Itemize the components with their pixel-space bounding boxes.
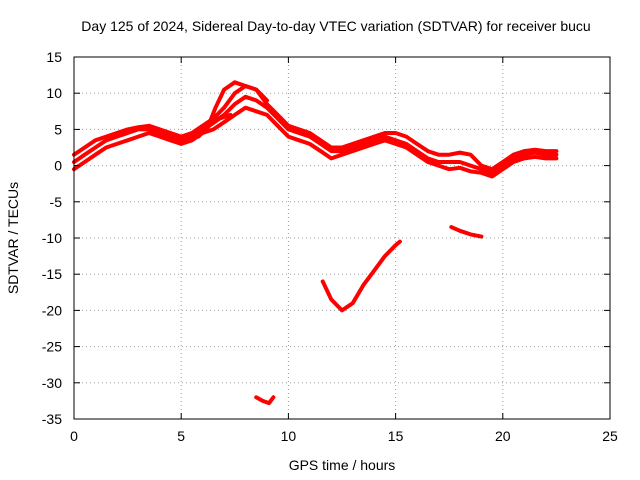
y-tick-label: -25 bbox=[42, 339, 62, 355]
series-line-trace-e bbox=[196, 112, 233, 139]
y-tick-label: 5 bbox=[54, 121, 62, 137]
chart-title: Day 125 of 2024, Sidereal Day-to-day VTE… bbox=[81, 18, 590, 34]
series-line-trace-h bbox=[254, 395, 276, 406]
y-tick-label: -15 bbox=[42, 266, 62, 282]
y-tick-label: 0 bbox=[54, 158, 62, 174]
y-axis-label: SDTVAR / TECUs bbox=[5, 182, 21, 294]
x-tick-label: 5 bbox=[177, 428, 185, 444]
y-tick-label: -30 bbox=[42, 375, 62, 391]
series-line-trace-f bbox=[320, 239, 402, 313]
grid-lines bbox=[74, 57, 610, 419]
y-tick-label: -5 bbox=[50, 194, 63, 210]
series-group bbox=[72, 80, 559, 406]
series-line-trace-a bbox=[72, 84, 559, 172]
y-tick-label: -20 bbox=[42, 302, 62, 318]
series-line-trace-c bbox=[72, 105, 559, 179]
y-tick-label: 15 bbox=[46, 49, 62, 65]
x-axis-label: GPS time / hours bbox=[289, 457, 396, 473]
x-tick-label: 0 bbox=[70, 428, 78, 444]
x-tick-label: 15 bbox=[388, 428, 404, 444]
y-tick-label: -35 bbox=[42, 411, 62, 427]
x-tick-label: 20 bbox=[495, 428, 511, 444]
x-tick-label: 25 bbox=[602, 428, 618, 444]
x-tick-label: 10 bbox=[281, 428, 297, 444]
series-line-trace-d bbox=[204, 80, 269, 132]
axis-ticks: 0 5 10 15 20 25 15 10 5 0 -5 -10 -15 -20 -25 -30 -35 bbox=[42, 49, 618, 444]
series-line-trace-g bbox=[449, 225, 484, 239]
y-tick-label: 10 bbox=[46, 85, 62, 101]
series-line-trace-b bbox=[72, 94, 559, 175]
y-tick-label: -10 bbox=[42, 230, 62, 246]
